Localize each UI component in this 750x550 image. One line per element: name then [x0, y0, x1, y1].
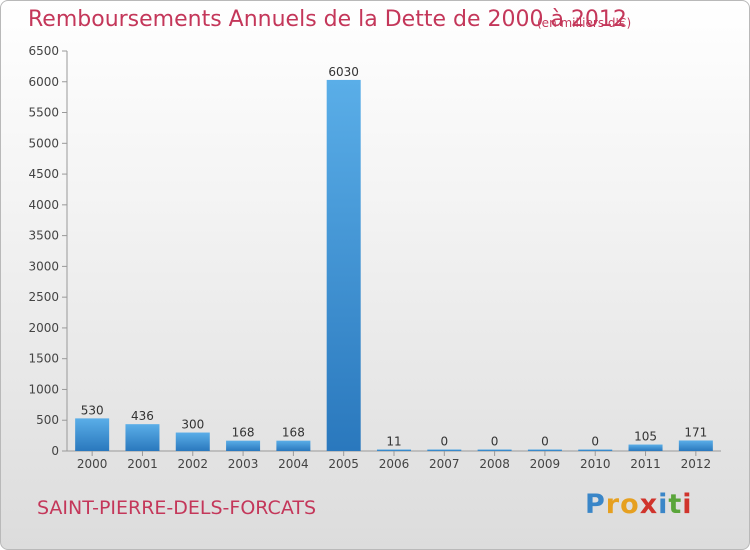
x-tick-label: 2009 [530, 457, 561, 471]
y-tick-label: 0 [51, 444, 59, 458]
x-tick-label: 2010 [580, 457, 611, 471]
chart-unit: (en milliers d'€) [537, 16, 632, 30]
x-tick-label: 2002 [177, 457, 208, 471]
data-label: 530 [81, 403, 104, 417]
y-tick-label: 4500 [28, 167, 59, 181]
y-tick-label: 500 [36, 413, 59, 427]
x-tick-label: 2006 [379, 457, 410, 471]
y-tick-label: 5000 [28, 136, 59, 150]
data-label: 0 [440, 435, 448, 449]
data-label: 0 [541, 435, 549, 449]
data-label: 436 [131, 409, 154, 423]
bar [226, 440, 261, 451]
data-label: 6030 [328, 65, 359, 79]
x-tick-label: 2005 [328, 457, 359, 471]
y-tick-label: 3500 [28, 229, 59, 243]
bar [276, 440, 311, 451]
bar [527, 449, 562, 451]
y-tick-label: 6500 [28, 44, 59, 58]
bar [628, 444, 663, 451]
logo-letter: r [605, 489, 621, 520]
x-tick-label: 2011 [630, 457, 661, 471]
y-tick-label: 4000 [28, 198, 59, 212]
x-tick-label: 2007 [429, 457, 460, 471]
bar [326, 79, 361, 451]
x-tick-label: 2008 [479, 457, 510, 471]
data-label: 168 [232, 426, 255, 440]
bar [175, 432, 210, 451]
logo-letter: i [682, 489, 693, 520]
y-tick-label: 2500 [28, 290, 59, 304]
data-label: 0 [491, 435, 499, 449]
y-tick-label: 1000 [28, 382, 59, 396]
y-tick-label: 6000 [28, 75, 59, 89]
bar [678, 440, 713, 451]
bar [125, 424, 160, 451]
x-tick-label: 2000 [77, 457, 108, 471]
x-tick-label: 2012 [681, 457, 712, 471]
logo-letter: t [668, 489, 683, 520]
y-tick-label: 2000 [28, 321, 59, 335]
bar [578, 449, 613, 451]
logo-letter: P [585, 489, 606, 520]
data-label: 168 [282, 426, 305, 440]
y-tick-label: 1500 [28, 352, 59, 366]
y-tick-label: 5500 [28, 106, 59, 120]
logo-letter: i [658, 489, 669, 520]
bar [75, 418, 110, 451]
y-tick-label: 3000 [28, 259, 59, 273]
data-label: 171 [684, 425, 707, 439]
data-label: 0 [591, 435, 599, 449]
logo-letter: o [620, 489, 640, 520]
data-label: 105 [634, 430, 657, 444]
data-label: 11 [386, 435, 401, 449]
x-tick-label: 2004 [278, 457, 309, 471]
x-tick-label: 2003 [228, 457, 259, 471]
bar [477, 449, 512, 451]
logo-letter: x [639, 489, 659, 520]
bar [377, 449, 411, 451]
proxiti-logo: Proxiti [585, 489, 693, 520]
commune-name: SAINT-PIERRE-DELS-FORCATS [37, 497, 317, 519]
data-label: 300 [181, 418, 204, 432]
chart-title: Remboursements Annuels de la Dette de 20… [28, 7, 627, 32]
bar [427, 449, 462, 451]
x-tick-label: 2001 [127, 457, 158, 471]
